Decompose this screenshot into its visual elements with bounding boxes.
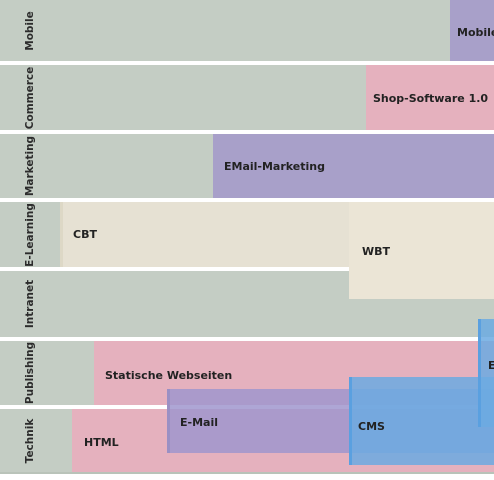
bar-label-cbt: CBT [73, 228, 97, 241]
bar-label-mobile: Mobile- [457, 26, 494, 39]
lane-label-marketing: Marketing [24, 135, 36, 197]
bar-email-marketing: EMail-Marketing [213, 134, 494, 198]
lane-label-technik: Technik [24, 418, 36, 463]
bar-label-html: HTML [84, 436, 119, 449]
bar-cbt: CBT [60, 202, 352, 267]
bar-shop-software: Shop-Software 1.0 [366, 65, 494, 130]
lane-label-publishing: Publishing [24, 341, 36, 405]
bar-label-email: E-Mail [180, 416, 218, 429]
bar-cms: CMS [349, 377, 494, 465]
bar-edge-e: E [478, 319, 494, 427]
bar-label-wbt: WBT [362, 245, 391, 258]
bar-label-email-marketing: EMail-Marketing [224, 160, 325, 173]
bar-label-edge-e: E [488, 359, 494, 372]
bar-label-statische-webseiten: Statische Webseiten [105, 369, 233, 382]
lane-label-mobile: Mobile [24, 10, 36, 51]
lane-label-commerce: Commerce [24, 66, 36, 129]
bar-label-cms: CMS [358, 420, 385, 433]
lane-label-elearning: E-Learning [24, 202, 36, 267]
bottom-divider [0, 472, 494, 474]
lane-label-intranet: Intranet [24, 279, 36, 329]
lane-mobile: Mobile [0, 0, 494, 61]
bar-mobile: Mobile- [450, 0, 494, 61]
bar-wbt: WBT [349, 202, 494, 299]
bar-label-shop-software: Shop-Software 1.0 [373, 92, 489, 105]
